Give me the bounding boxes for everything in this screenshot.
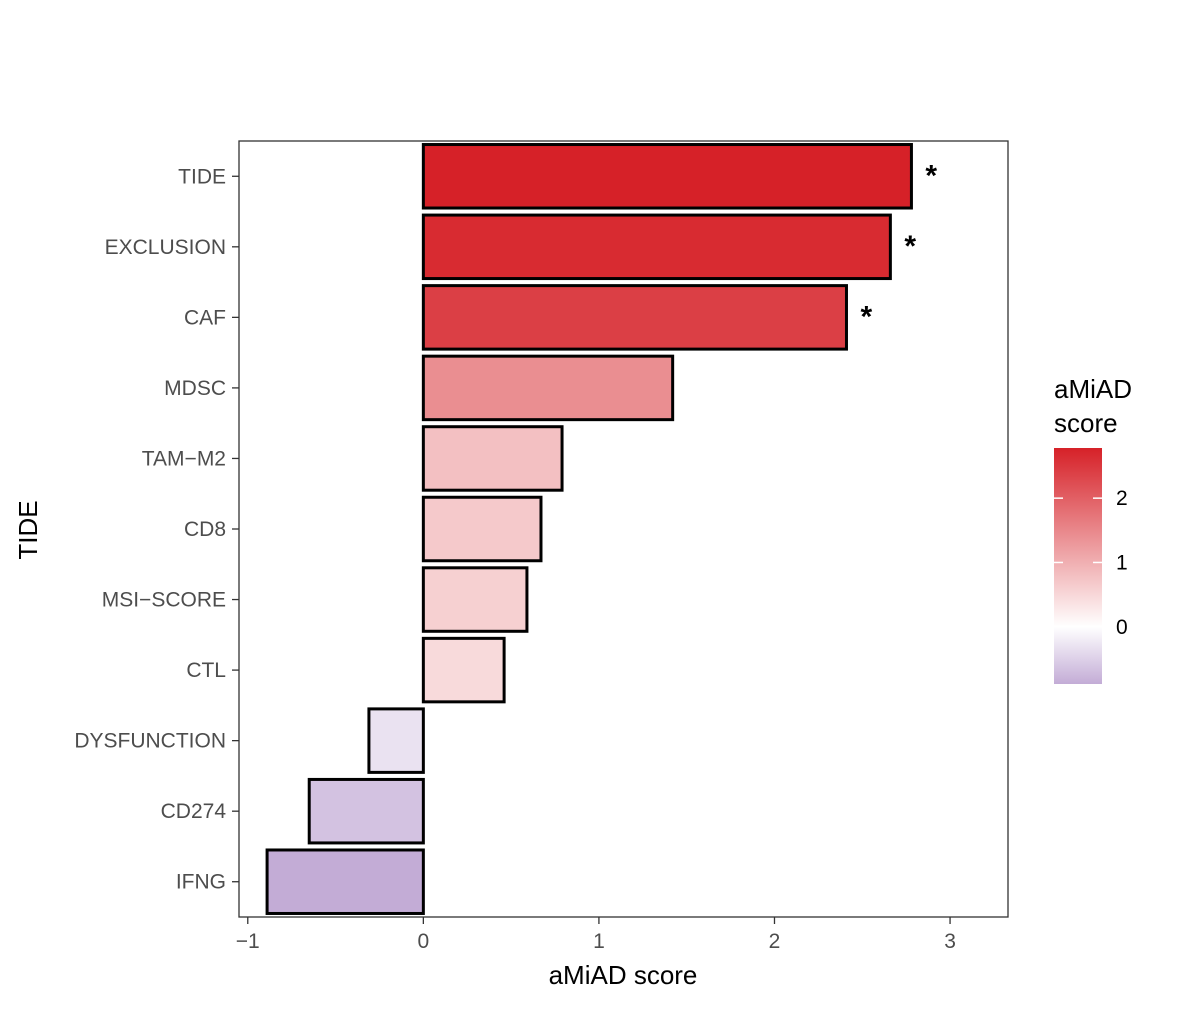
y-axis-title: TIDE — [13, 500, 43, 559]
bar — [307, 777, 425, 845]
bar — [367, 707, 425, 774]
y-tick-label: TIDE — [178, 165, 226, 188]
significance-marker: * — [925, 159, 937, 192]
legend-title-line-2: score — [1054, 408, 1118, 438]
x-tick-label: 0 — [418, 930, 430, 953]
x-tick-label: 1 — [593, 930, 605, 953]
bar — [421, 284, 848, 351]
y-tick-label: MDSC — [164, 377, 226, 400]
bar — [421, 636, 506, 704]
bar — [421, 425, 564, 492]
bar — [421, 213, 892, 281]
y-tick-label: CD274 — [161, 800, 227, 823]
legend-title-line-1: aMiAD — [1054, 374, 1132, 404]
legend-tick-label: 1 — [1116, 551, 1128, 574]
y-tick-label: CD8 — [184, 518, 226, 541]
significance-marker: * — [904, 230, 916, 263]
bar — [265, 848, 425, 915]
y-tick-label: MSI−SCORE — [102, 589, 226, 612]
y-tick-label: IFNG — [176, 871, 226, 894]
bar — [421, 566, 529, 633]
y-tick-label: CAF — [184, 306, 226, 329]
y-tick-label: TAM−M2 — [142, 447, 226, 470]
legend-tick-label: 0 — [1116, 616, 1128, 639]
bar — [421, 143, 913, 210]
x-tick-label: 3 — [944, 930, 956, 953]
significance-marker: * — [860, 300, 872, 333]
y-tick-label: EXCLUSION — [105, 236, 226, 259]
x-axis-title: aMiAD score — [549, 960, 698, 990]
legend-tick-label: 2 — [1116, 487, 1128, 510]
y-tick-label: CTL — [186, 659, 226, 682]
y-tick-label: DYSFUNCTION — [74, 730, 226, 753]
legend-colorbar — [1054, 448, 1102, 684]
bar — [421, 354, 675, 422]
x-tick-label: −1 — [236, 930, 260, 953]
bar — [421, 495, 543, 563]
x-tick-label: 2 — [769, 930, 781, 953]
